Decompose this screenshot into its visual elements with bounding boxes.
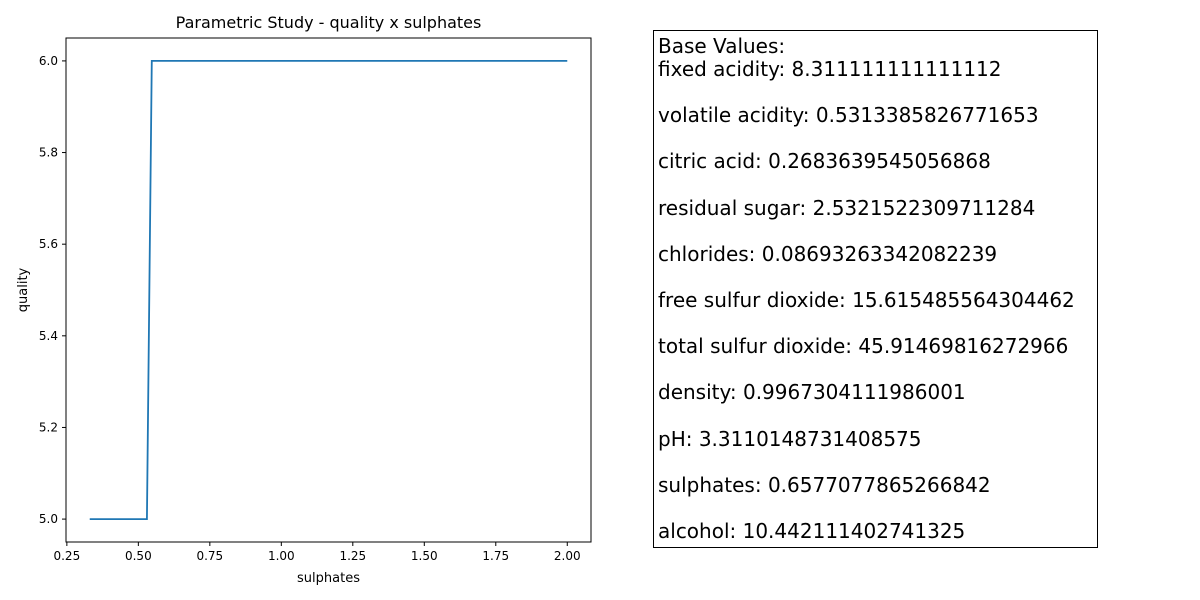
base-value-free-sulfur-dioxide: free sulfur dioxide: 15.615485564304462 xyxy=(658,287,1075,312)
base-value-fixed-acidity: fixed acidity: 8.311111111111112 xyxy=(658,57,1002,81)
x-tick-label: 2.00 xyxy=(554,549,581,563)
base-value-citric-acid: citric acid: 0.2683639545056868 xyxy=(658,149,991,174)
base-value-alcohol: alcohol: 10.442111402741325 xyxy=(658,518,966,543)
y-tick-label: 5.4 xyxy=(39,329,58,343)
x-axis: 0.25 0.50 0.75 1.00 1.25 1.50 1.75 2.00 xyxy=(53,542,581,563)
chart-title: Parametric Study - quality x sulphates xyxy=(176,13,482,32)
plot-area xyxy=(65,37,592,543)
y-tick-label: 6.0 xyxy=(39,54,58,68)
x-tick-label: 0.75 xyxy=(196,549,223,563)
series-layer xyxy=(89,60,568,520)
y-tick-label: 5.8 xyxy=(39,146,58,160)
base-value-residual-sugar: residual sugar: 2.5321522309711284 xyxy=(658,195,1036,220)
base-value-density: density: 0.9967304111986001 xyxy=(658,380,966,405)
base-value-volatile-acidity: volatile acidity: 0.5313385826771653 xyxy=(658,103,1039,128)
series-line xyxy=(89,60,568,520)
y-tick-label: 5.2 xyxy=(39,420,58,434)
x-tick-label: 1.50 xyxy=(411,549,438,563)
x-axis-label: sulphates xyxy=(297,571,360,586)
base-value-sulphates: sulphates: 0.6577077865266842 xyxy=(658,472,991,497)
x-tick-label: 0.50 xyxy=(125,549,152,563)
y-axis-label: quality xyxy=(16,267,31,312)
y-axis: 5.0 5.2 5.4 5.6 5.8 6.0 xyxy=(39,54,66,526)
base-value-ph: pH: 3.3110148731408575 xyxy=(658,426,922,451)
x-tick-label: 1.25 xyxy=(339,549,366,563)
x-tick-label: 1.00 xyxy=(268,549,295,563)
y-tick-label: 5.0 xyxy=(39,512,58,526)
base-values-heading: Base Values: xyxy=(658,34,786,58)
y-tick-label: 5.6 xyxy=(39,237,58,251)
base-values-panel: Base Values: fixed acidity: 8.3111111111… xyxy=(653,30,1098,548)
base-value-total-sulfur-dioxide: total sulfur dioxide: 45.91469816272966 xyxy=(658,334,1069,359)
base-value-chlorides: chlorides: 0.08693263342082239 xyxy=(658,241,998,266)
line-chart: Parametric Study - quality x sulphates 0… xyxy=(16,13,592,586)
x-tick-label: 1.75 xyxy=(482,549,509,563)
x-tick-label: 0.25 xyxy=(53,549,80,563)
